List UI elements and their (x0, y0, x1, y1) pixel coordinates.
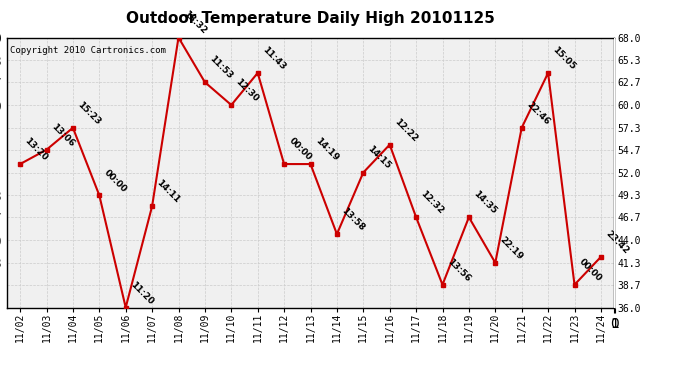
Text: 00:00: 00:00 (287, 136, 313, 163)
Text: 13:06: 13:06 (49, 122, 76, 148)
Text: 11:43: 11:43 (261, 45, 287, 72)
Text: Outdoor Temperature Daily High 20101125: Outdoor Temperature Daily High 20101125 (126, 11, 495, 26)
Text: 15:05: 15:05 (551, 45, 578, 72)
Text: 00:00: 00:00 (102, 168, 128, 194)
Text: 13:20: 13:20 (23, 136, 50, 163)
Text: 14:15: 14:15 (366, 144, 393, 171)
Text: 11:53: 11:53 (208, 54, 235, 81)
Text: 15:23: 15:23 (76, 100, 102, 126)
Text: 14:35: 14:35 (472, 189, 498, 216)
Text: 22:19: 22:19 (498, 235, 525, 261)
Text: 13:32: 13:32 (181, 9, 208, 36)
Text: 12:32: 12:32 (419, 189, 446, 216)
Text: 00:00: 00:00 (578, 257, 604, 284)
Text: 12:30: 12:30 (234, 77, 261, 104)
Text: Copyright 2010 Cartronics.com: Copyright 2010 Cartronics.com (10, 46, 166, 55)
Text: 12:22: 12:22 (393, 117, 419, 143)
Text: 14:19: 14:19 (313, 136, 340, 163)
Text: 23:42: 23:42 (604, 229, 631, 255)
Text: 13:56: 13:56 (445, 257, 472, 284)
Text: 22:46: 22:46 (524, 100, 551, 126)
Text: 11:20: 11:20 (128, 280, 155, 306)
Text: 13:58: 13:58 (339, 206, 366, 233)
Text: 14:11: 14:11 (155, 178, 181, 205)
